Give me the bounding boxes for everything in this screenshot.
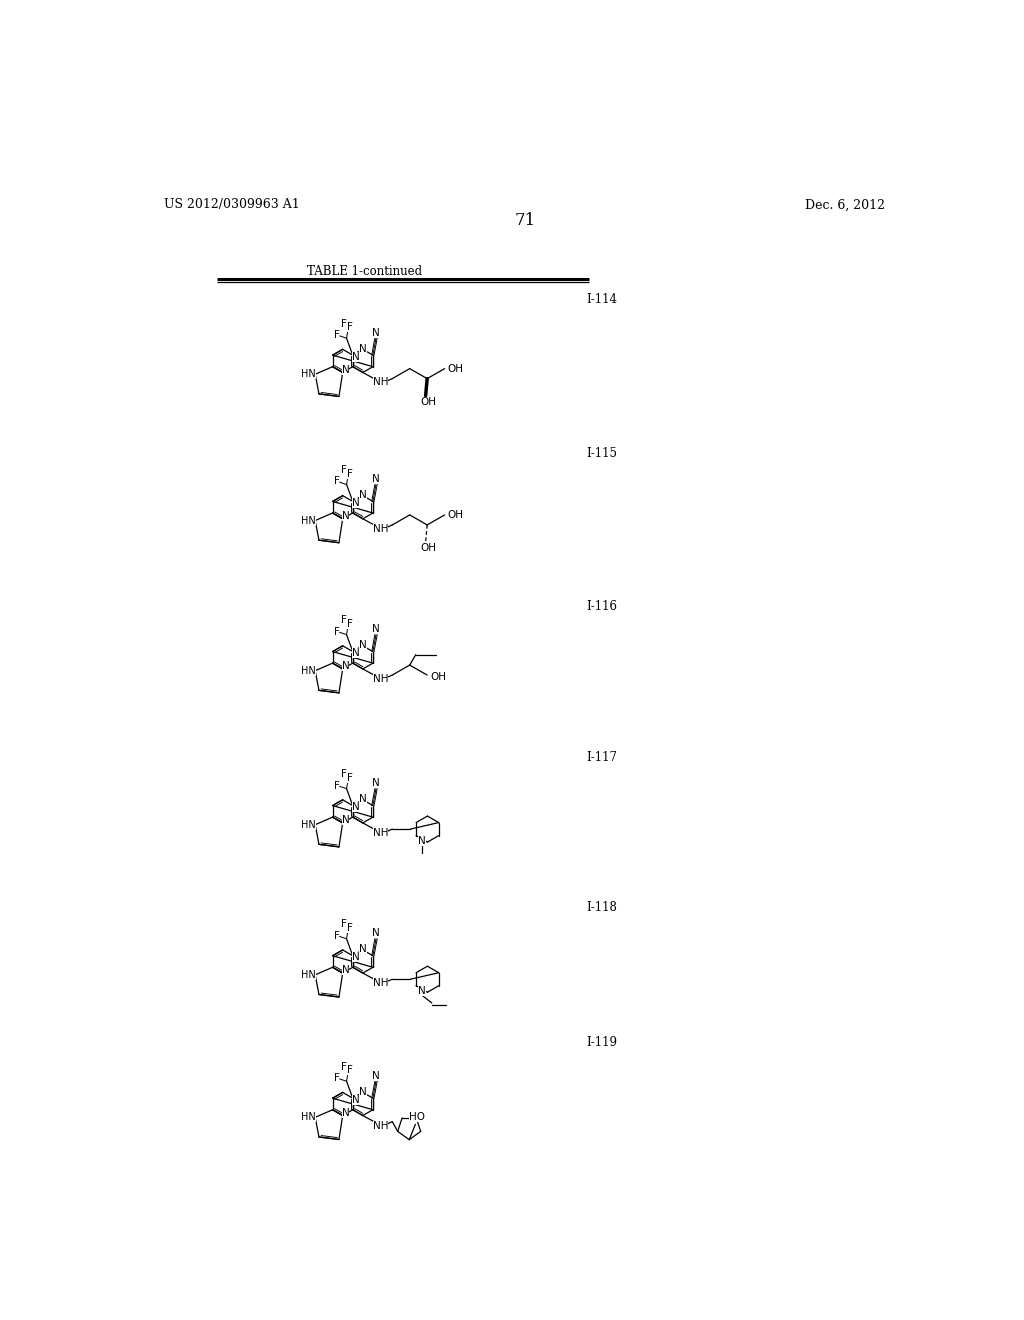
Text: TABLE 1-continued: TABLE 1-continued xyxy=(307,264,422,277)
Text: N: N xyxy=(342,965,349,975)
Text: N: N xyxy=(352,498,359,508)
Text: NH: NH xyxy=(373,675,388,684)
Text: N: N xyxy=(372,327,380,338)
Text: OH: OH xyxy=(420,543,436,553)
Text: N: N xyxy=(372,474,380,484)
Text: HN: HN xyxy=(301,970,315,979)
Text: HN: HN xyxy=(301,370,315,379)
Text: N: N xyxy=(359,343,367,354)
Text: N: N xyxy=(372,928,380,939)
Text: N: N xyxy=(342,661,349,671)
Text: F: F xyxy=(341,770,347,779)
Text: F: F xyxy=(347,469,353,479)
Text: N: N xyxy=(372,624,380,634)
Text: F: F xyxy=(334,931,339,941)
Text: OH: OH xyxy=(420,397,436,407)
Text: F: F xyxy=(334,477,339,486)
Text: N: N xyxy=(352,648,359,659)
Text: F: F xyxy=(341,919,347,929)
Text: NH: NH xyxy=(373,1121,388,1130)
Text: F: F xyxy=(347,923,353,933)
Text: F: F xyxy=(341,1061,347,1072)
Text: I-117: I-117 xyxy=(587,751,617,764)
Text: N: N xyxy=(352,803,359,812)
Text: N: N xyxy=(418,836,426,846)
Text: 71: 71 xyxy=(514,213,536,230)
Text: N: N xyxy=(372,779,380,788)
Text: F: F xyxy=(347,322,353,333)
Text: F: F xyxy=(334,780,339,791)
Text: OH: OH xyxy=(447,510,464,520)
Text: I-114: I-114 xyxy=(587,293,617,306)
Text: N: N xyxy=(359,1086,367,1097)
Text: F: F xyxy=(347,774,353,783)
Text: N: N xyxy=(372,1071,380,1081)
Text: OH: OH xyxy=(447,363,464,374)
Text: HN: HN xyxy=(301,665,315,676)
Text: F: F xyxy=(347,619,353,628)
Text: N: N xyxy=(342,364,349,375)
Text: NH: NH xyxy=(373,978,388,989)
Text: NH: NH xyxy=(373,378,388,388)
Text: NH: NH xyxy=(373,828,388,838)
Text: F: F xyxy=(341,465,347,475)
Text: N: N xyxy=(342,814,349,825)
Text: N: N xyxy=(418,986,426,997)
Text: F: F xyxy=(334,627,339,636)
Text: N: N xyxy=(342,1107,349,1118)
Text: US 2012/0309963 A1: US 2012/0309963 A1 xyxy=(165,198,300,211)
Text: HN: HN xyxy=(301,1113,315,1122)
Text: F: F xyxy=(341,318,347,329)
Text: I-119: I-119 xyxy=(587,1036,617,1049)
Text: F: F xyxy=(341,615,347,624)
Text: OH: OH xyxy=(430,672,446,681)
Text: N: N xyxy=(352,351,359,362)
Text: N: N xyxy=(352,952,359,962)
Text: N: N xyxy=(342,511,349,521)
Text: N: N xyxy=(359,795,367,804)
Text: NH: NH xyxy=(373,524,388,533)
Text: HO: HO xyxy=(409,1111,425,1122)
Text: F: F xyxy=(334,1073,339,1084)
Text: HN: HN xyxy=(301,516,315,525)
Text: F: F xyxy=(334,330,339,341)
Text: Dec. 6, 2012: Dec. 6, 2012 xyxy=(805,198,885,211)
Text: N: N xyxy=(352,1094,359,1105)
Text: I-116: I-116 xyxy=(587,599,617,612)
Text: N: N xyxy=(359,944,367,954)
Text: N: N xyxy=(359,640,367,649)
Text: I-118: I-118 xyxy=(587,902,617,915)
Text: I-115: I-115 xyxy=(587,447,617,461)
Text: F: F xyxy=(347,1065,353,1076)
Text: N: N xyxy=(359,490,367,500)
Text: HN: HN xyxy=(301,820,315,830)
